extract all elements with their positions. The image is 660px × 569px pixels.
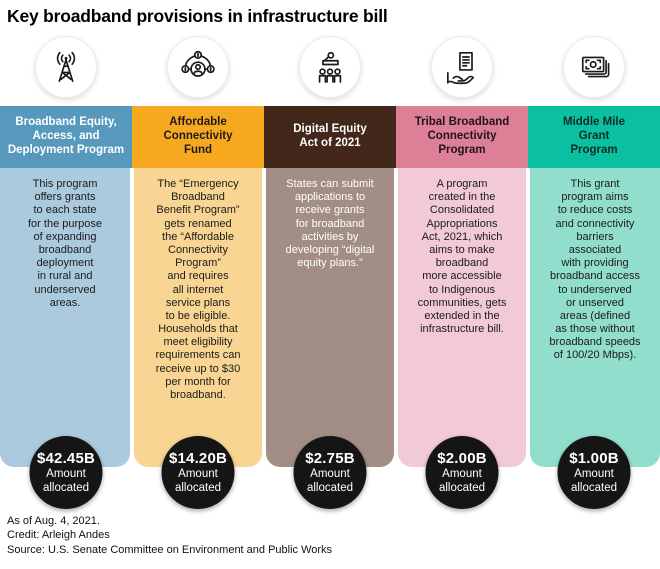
column-description: States can submit applications to receiv…: [285, 178, 375, 270]
amount-badge: $2.00B Amount allocated: [425, 436, 499, 509]
amount-label: Amount allocated: [438, 468, 486, 494]
column-body: This grant program aims to reduce costs …: [530, 168, 660, 467]
column-broadband-equity: Broadband Equity, Access, and Deployment…: [0, 106, 132, 509]
column-body: States can submit applications to receiv…: [266, 168, 394, 467]
column-body: This program offers grants to each state…: [0, 168, 130, 467]
program-columns: Broadband Equity, Access, and Deployment…: [0, 106, 660, 509]
broadcast-tower-icon: [35, 36, 97, 98]
column-digital-equity: Digital Equity Act of 2021 States can su…: [264, 106, 396, 509]
as-of-date: As of Aug. 4, 2021.: [7, 515, 100, 527]
amount-value: $2.75B: [305, 450, 355, 468]
column-description: This program offers grants to each state…: [28, 178, 102, 309]
amount-value: $1.00B: [569, 450, 619, 468]
column-description: The “Emergency Broadband Benefit Program…: [155, 178, 241, 401]
banknotes-icon: [563, 36, 625, 98]
column-header: Tribal Broadband Connectivity Program: [396, 106, 528, 168]
amount-value: $14.20B: [168, 450, 228, 468]
amount-value: $2.00B: [437, 450, 487, 468]
page-title: Key broadband provisions in infrastructu…: [7, 6, 388, 26]
column-header: Middle Mile Grant Program: [528, 106, 660, 168]
column-description: A program created in the Consolidated Ap…: [417, 178, 507, 336]
connectivity-fund-network-icon: [167, 36, 229, 98]
amount-label: Amount allocated: [174, 468, 222, 494]
amount-badge: $1.00B Amount allocated: [557, 436, 631, 509]
amount-badge: $14.20B Amount allocated: [161, 436, 235, 509]
amount-label: Amount allocated: [306, 468, 354, 494]
column-middle-mile: Middle Mile Grant Program This grant pro…: [528, 106, 660, 509]
column-tribal-broadband: Tribal Broadband Connectivity Program A …: [396, 106, 528, 509]
column-body: The “Emergency Broadband Benefit Program…: [134, 168, 262, 467]
icons-row: [0, 36, 660, 98]
footnotes: As of Aug. 4, 2021. Credit: Arleigh Ande…: [7, 514, 332, 557]
column-header: Digital Equity Act of 2021: [264, 106, 396, 168]
amount-value: $42.45B: [36, 450, 96, 468]
amount-badge: $2.75B Amount allocated: [293, 436, 367, 509]
column-description: This grant program aims to reduce costs …: [549, 178, 641, 362]
column-affordable-connectivity: Affordable Connectivity Fund The “Emerge…: [132, 106, 264, 509]
community-people-icon: [299, 36, 361, 98]
source-line: Source: U.S. Senate Committee on Environ…: [7, 543, 333, 556]
hand-holding-bill-icon: [431, 36, 493, 98]
column-header: Affordable Connectivity Fund: [132, 106, 264, 168]
credit-line: Credit: Arleigh Andes: [7, 529, 110, 542]
amount-label: Amount allocated: [42, 468, 90, 494]
column-header: Broadband Equity, Access, and Deployment…: [0, 106, 132, 168]
amount-badge: $42.45B Amount allocated: [29, 436, 103, 509]
amount-label: Amount allocated: [570, 468, 618, 494]
column-body: A program created in the Consolidated Ap…: [398, 168, 526, 467]
